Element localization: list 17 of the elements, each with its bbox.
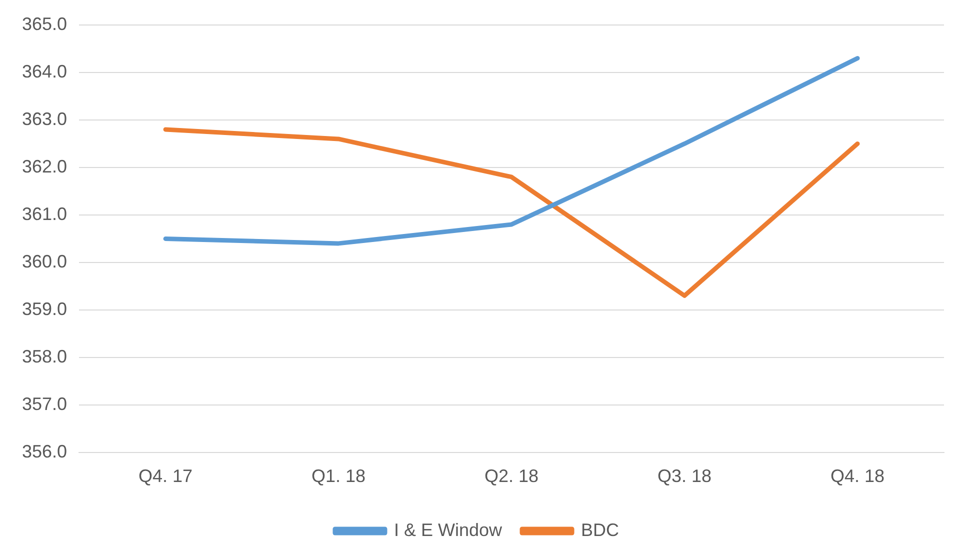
y-tick-label: 359.0 <box>22 298 68 319</box>
x-tick-label: Q3. 18 <box>657 466 712 486</box>
x-tick-label: Q2. 18 <box>484 466 539 486</box>
y-tick-label: 360.0 <box>22 251 68 272</box>
legend-label: I & E Window <box>394 520 504 540</box>
y-tick-label: 365.0 <box>22 14 68 34</box>
y-tick-label: 357.0 <box>22 394 68 414</box>
y-tick-label: 362.0 <box>22 156 68 176</box>
y-tick-label: 361.0 <box>22 204 68 224</box>
y-tick-label: 356.0 <box>22 441 68 462</box>
x-tick-label: Q4. 17 <box>138 466 193 486</box>
legend-label: BDC <box>581 520 620 540</box>
x-tick-label: Q1. 18 <box>312 466 366 486</box>
y-tick-label: 364.0 <box>22 61 68 82</box>
y-tick-label: 363.0 <box>22 108 68 129</box>
y-tick-label: 358.0 <box>22 346 68 366</box>
x-tick-label: Q4. 18 <box>830 466 885 486</box>
